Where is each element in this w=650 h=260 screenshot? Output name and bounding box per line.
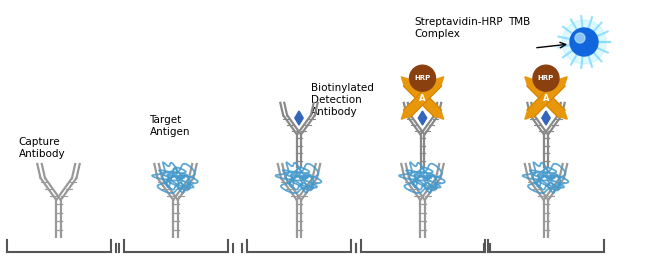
Text: Streptavidin-HRP
Complex: Streptavidin-HRP Complex (415, 17, 503, 39)
Text: A: A (419, 94, 426, 102)
Text: A: A (543, 94, 549, 102)
Polygon shape (525, 77, 533, 85)
Polygon shape (436, 77, 444, 85)
Text: Target
Antigen: Target Antigen (150, 115, 190, 137)
Circle shape (575, 33, 585, 43)
Circle shape (410, 65, 436, 91)
Polygon shape (401, 111, 410, 119)
Text: Capture
Antibody: Capture Antibody (18, 137, 65, 159)
Polygon shape (559, 77, 567, 85)
Circle shape (562, 20, 606, 64)
Polygon shape (404, 79, 441, 117)
Polygon shape (436, 111, 444, 119)
Polygon shape (542, 111, 550, 125)
Polygon shape (525, 111, 533, 119)
Text: Biotinylated
Detection
Antibody: Biotinylated Detection Antibody (311, 83, 374, 116)
Polygon shape (404, 79, 441, 117)
Circle shape (533, 65, 559, 91)
Text: HRP: HRP (538, 75, 554, 81)
Text: HRP: HRP (415, 75, 430, 81)
Text: TMB: TMB (508, 17, 530, 27)
Circle shape (570, 28, 598, 56)
Polygon shape (527, 79, 565, 117)
Polygon shape (419, 111, 426, 125)
Polygon shape (527, 79, 565, 117)
Polygon shape (401, 77, 410, 85)
Polygon shape (559, 111, 567, 119)
Polygon shape (295, 111, 303, 125)
